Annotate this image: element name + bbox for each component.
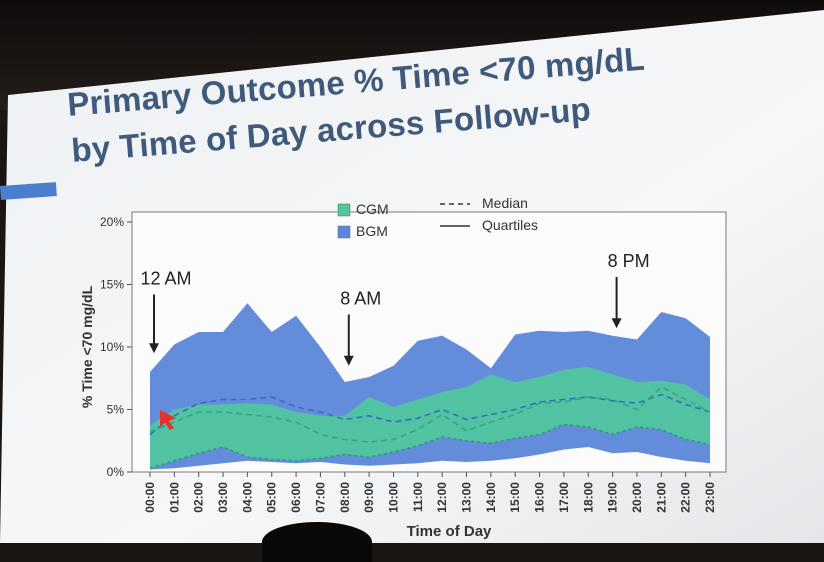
annotation-arrow-head <box>611 318 622 329</box>
x-tick-label: 01:00 <box>167 482 181 513</box>
x-tick-label: 15:00 <box>508 482 522 513</box>
legend-swatch-cgm <box>337 203 351 217</box>
annotation-arrow-head <box>343 355 354 366</box>
x-tick-label: 05:00 <box>265 482 279 513</box>
x-tick-label: 06:00 <box>289 482 303 513</box>
legend-label-bgm: BGM <box>356 223 388 239</box>
x-tick-label: 00:00 <box>143 482 157 513</box>
y-tick-label: 10% <box>100 340 124 354</box>
x-tick-label: 22:00 <box>679 482 693 513</box>
cgm-lower-quartile-line <box>149 423 711 470</box>
cgm-series <box>150 367 710 469</box>
x-tick-label: 09:00 <box>362 482 376 513</box>
x-tick-label: 19:00 <box>606 482 620 513</box>
y-tick-label: 15% <box>100 278 124 292</box>
legend-label-quartiles: Quartiles <box>482 217 538 233</box>
legend-swatch-bgm <box>337 225 351 239</box>
x-tick-label: 14:00 <box>484 482 498 513</box>
legend-label-median: Median <box>482 195 528 211</box>
annotation-label: 8 PM <box>608 251 650 271</box>
x-tick-label: 02:00 <box>192 482 206 513</box>
x-tick-label: 23:00 <box>703 482 717 513</box>
x-tick-label: 07:00 <box>313 482 327 513</box>
legend: CGM BGM Median Quartiles <box>337 195 538 239</box>
x-tick-label: 10:00 <box>386 482 400 513</box>
x-tick-label: 08:00 <box>338 482 352 513</box>
time-of-day-area-chart: 0% 5% 10% 15% 20% 00:00 01:00 02:00 03:00 04:00 05… <box>79 195 727 540</box>
annotation-label: 8 AM <box>340 289 381 309</box>
y-axis-label: % Time <70 mg/dL <box>79 285 95 408</box>
cgm-iqr-band <box>150 367 710 469</box>
x-tick-label: 04:00 <box>240 482 254 513</box>
y-tick-label: 0% <box>107 465 125 479</box>
x-tick-label: 17:00 <box>557 482 571 513</box>
x-tick-label: 18:00 <box>581 482 595 513</box>
x-tick-label: 12:00 <box>435 482 449 513</box>
x-axis-label: Time of Day <box>407 523 492 540</box>
cgm-median-line <box>149 386 711 443</box>
x-tick-label: 11:00 <box>411 482 425 512</box>
x-tick-label: 03:00 <box>216 482 230 513</box>
x-tick-label: 13:00 <box>460 482 474 513</box>
annotation-label: 12 AM <box>140 269 191 289</box>
time-annotations: 12 AM 8 AM 8 PM <box>140 251 650 366</box>
y-tick-label: 20% <box>100 215 124 229</box>
axes: 0% 5% 10% 15% 20% 00:00 01:00 02:00 03:00 04:00 05… <box>79 215 717 540</box>
x-tick-label: 16:00 <box>533 482 547 513</box>
slide: Primary Outcome % Time <70 mg/dL by Time… <box>0 10 824 562</box>
y-tick-label: 5% <box>107 403 125 417</box>
audience-silhouette <box>262 522 372 562</box>
legend-label-cgm: CGM <box>356 201 389 217</box>
laser-pointer-icon <box>160 410 176 430</box>
bgm-median-line <box>149 393 711 436</box>
annotation-arrow-head <box>149 343 159 354</box>
x-tick-label: 21:00 <box>654 482 668 513</box>
x-tick-label: 20:00 <box>630 482 644 513</box>
series-lines <box>149 386 711 470</box>
